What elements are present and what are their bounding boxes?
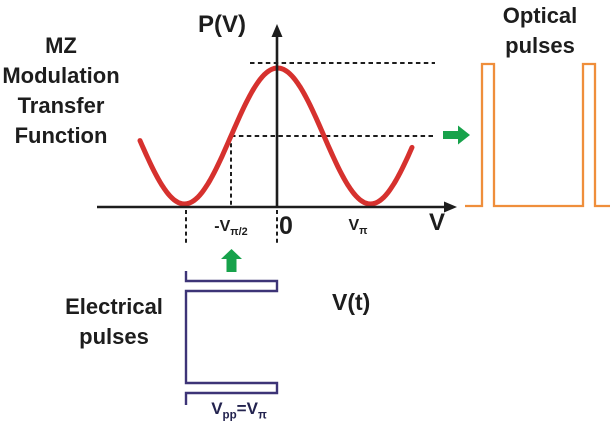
mz-title-line-4: Function — [14, 123, 108, 148]
vpp-eq: =V — [236, 399, 258, 418]
bias-point-sub: π/2 — [230, 226, 248, 239]
y-axis-arrowhead — [271, 24, 283, 37]
vpi-main: V — [348, 217, 360, 234]
mz-title: MZ Modulation Transfer Function — [0, 31, 122, 151]
vpi-sub: π — [359, 225, 368, 238]
electrical-pulses-line-2: pulses — [79, 324, 149, 349]
bias-point-tick-label: -Vπ/2 — [203, 219, 259, 238]
vpi-tick-label: Vπ — [336, 218, 380, 237]
mz-title-line-3: Transfer — [17, 93, 105, 118]
vpp-v1: V — [211, 399, 223, 418]
y-axis-label: P(V) — [198, 11, 246, 38]
vpp-sub1: pp — [222, 409, 237, 422]
vpp-label: Vpp=Vπ — [197, 400, 281, 422]
electrical-pulses-line-1: Electrical — [65, 294, 163, 319]
arrow-up-icon — [221, 249, 242, 272]
x-axis-arrowhead — [444, 201, 457, 213]
vpp-sub2: π — [257, 409, 267, 422]
x-axis-label: V — [429, 209, 446, 236]
electrical-pulse-waveform — [184, 271, 279, 405]
bias-point-main: -V — [214, 218, 231, 235]
optical-pulses-label: Optical pulses — [478, 1, 602, 61]
vt-label: V(t) — [332, 289, 371, 315]
origin-tick-label: 0 — [279, 212, 293, 240]
arrow-right-icon — [443, 125, 470, 145]
mz-title-line-2: Modulation — [2, 63, 120, 88]
mz-title-line-1: MZ — [45, 33, 77, 58]
optical-pulses-line-2: pulses — [505, 33, 575, 58]
optical-pulses-line-1: Optical — [502, 3, 578, 28]
optical-pulse-waveform — [465, 62, 610, 208]
electrical-pulses-label: Electrical pulses — [52, 292, 176, 352]
